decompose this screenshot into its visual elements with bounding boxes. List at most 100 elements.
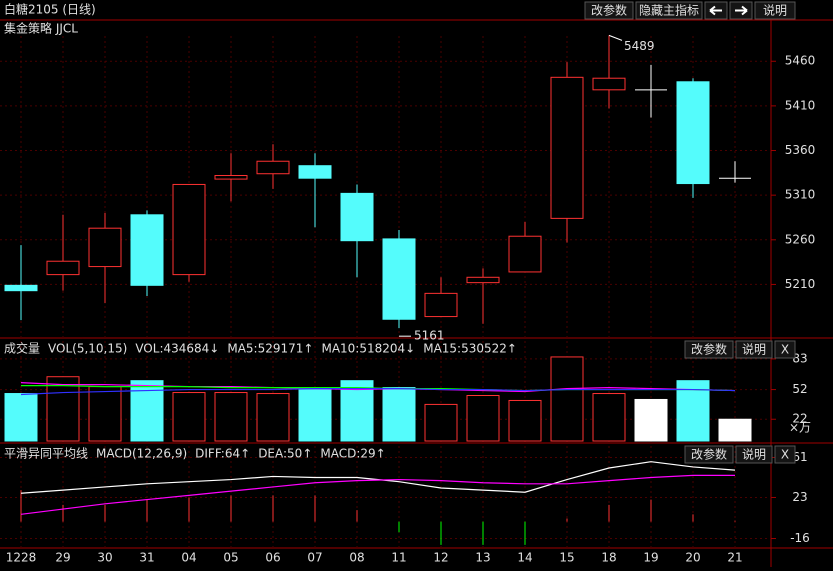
x-tick-label: 13	[475, 551, 490, 565]
x-tick-label: 1228	[6, 551, 37, 565]
button[interactable]: 改参数	[691, 342, 727, 357]
strategy-name: 集金策略 JJCL	[4, 21, 78, 36]
x-tick-label: 19	[643, 551, 658, 565]
volume-bar	[298, 389, 332, 442]
y-tick-label: 23	[792, 490, 807, 504]
annotation-leader	[608, 34, 623, 41]
candle-body	[214, 175, 248, 180]
volume-bar	[550, 356, 584, 442]
button[interactable]: X	[781, 343, 789, 357]
indicator-label: MACD(12,26,9)	[96, 447, 187, 461]
y-tick-label: 5410	[785, 98, 816, 112]
y-tick-label: 5310	[785, 188, 816, 202]
y-tick-label: 61	[792, 450, 807, 464]
button-frame	[754, 1, 796, 20]
volume-bar	[256, 393, 290, 442]
x-tick-label: 12	[433, 551, 448, 565]
button[interactable]: 隐藏主指标	[639, 3, 699, 18]
candle-body	[4, 284, 38, 292]
x-tick-label: 15	[559, 551, 574, 565]
volume-bar	[46, 376, 80, 442]
candle-body	[340, 192, 374, 242]
volume-bar	[4, 393, 38, 442]
volume-bar	[88, 386, 122, 442]
candle-body	[508, 235, 542, 273]
annotation: 5489	[624, 39, 655, 53]
x-tick-label: 14	[517, 551, 532, 565]
candle-body	[466, 276, 500, 284]
button[interactable]: X	[781, 448, 789, 462]
button-frame	[735, 340, 773, 359]
volume-bar	[466, 395, 500, 442]
y-tick-label: 5460	[785, 54, 816, 68]
button[interactable]: 说明	[742, 342, 766, 357]
x-tick-label: 20	[685, 551, 700, 565]
y-tick-label: 5360	[785, 143, 816, 157]
volume-bar	[424, 403, 458, 442]
y-tick-label: 5260	[785, 232, 816, 246]
indicator-line	[20, 387, 736, 396]
candle-body	[676, 81, 710, 185]
button-frame	[735, 445, 773, 464]
x-tick-label: 21	[727, 551, 742, 565]
x-tick-label: 31	[139, 551, 154, 565]
volume-bar	[634, 398, 668, 442]
button[interactable]: 改参数	[691, 447, 727, 462]
candle-body	[424, 292, 458, 318]
indicator-label: 成交量	[4, 341, 40, 356]
y-tick-label: 83	[792, 351, 807, 365]
x-tick-label: 06	[265, 551, 280, 565]
candle-body	[88, 227, 122, 268]
button[interactable]: 改参数	[591, 3, 627, 18]
indicator-label: MACD:29↑	[320, 447, 385, 461]
candle-body	[130, 214, 164, 286]
indicator-label: MA10:518204↓	[321, 342, 415, 356]
volume-bar	[382, 387, 416, 442]
indicator-label: VOL:434684↓	[135, 342, 219, 356]
candle-body	[382, 238, 416, 320]
button-frame	[774, 445, 796, 464]
candle-body	[298, 165, 332, 179]
button-frame	[774, 340, 796, 359]
x-tick-label: 18	[601, 551, 616, 565]
volume-bar	[718, 418, 752, 442]
button-frame	[684, 340, 734, 359]
annotation: 5161	[414, 329, 445, 343]
button[interactable]: 说明	[763, 3, 787, 18]
candle-body	[46, 260, 80, 276]
volume-bar	[676, 380, 710, 442]
y-tick-label: 22	[792, 412, 807, 426]
indicator-label: MA5:529171↑	[227, 342, 313, 356]
button-frame	[684, 445, 734, 464]
y-tick-label: 52	[792, 382, 807, 396]
indicator-label: 平滑异同平均线	[4, 447, 88, 461]
x-tick-label: 08	[349, 551, 364, 565]
volume-bar	[214, 392, 248, 442]
volume-bar	[592, 393, 626, 442]
volume-bar	[508, 399, 542, 442]
arrow-right[interactable]	[729, 1, 753, 20]
arrow-left[interactable]	[704, 1, 728, 20]
x-tick-label: 11	[391, 551, 406, 565]
x-tick-label: 04	[181, 551, 196, 565]
indicator-label: DEA:50↑	[258, 447, 312, 461]
x-tick-label: 29	[55, 551, 70, 565]
indicator-label: MA15:530522↑	[423, 342, 517, 356]
indicator-label: VOL(5,10,15)	[48, 342, 127, 356]
y-tick-label: -16	[790, 531, 810, 545]
x-tick-label: 07	[307, 551, 322, 565]
unit-label: ×万	[789, 421, 811, 435]
candle-body	[550, 76, 584, 219]
candle-body	[256, 160, 290, 175]
button-frame	[635, 1, 703, 20]
indicator-label: DIFF:64↑	[195, 447, 250, 461]
y-tick-label: 5210	[785, 277, 816, 291]
indicator-line	[20, 474, 735, 515]
x-tick-label: 05	[223, 551, 238, 565]
window-title: 白糖2105 (日线)	[4, 2, 96, 17]
button-frame	[584, 1, 634, 20]
candle-body	[592, 77, 626, 91]
x-tick-label: 30	[97, 551, 112, 565]
button[interactable]: 说明	[742, 447, 766, 462]
